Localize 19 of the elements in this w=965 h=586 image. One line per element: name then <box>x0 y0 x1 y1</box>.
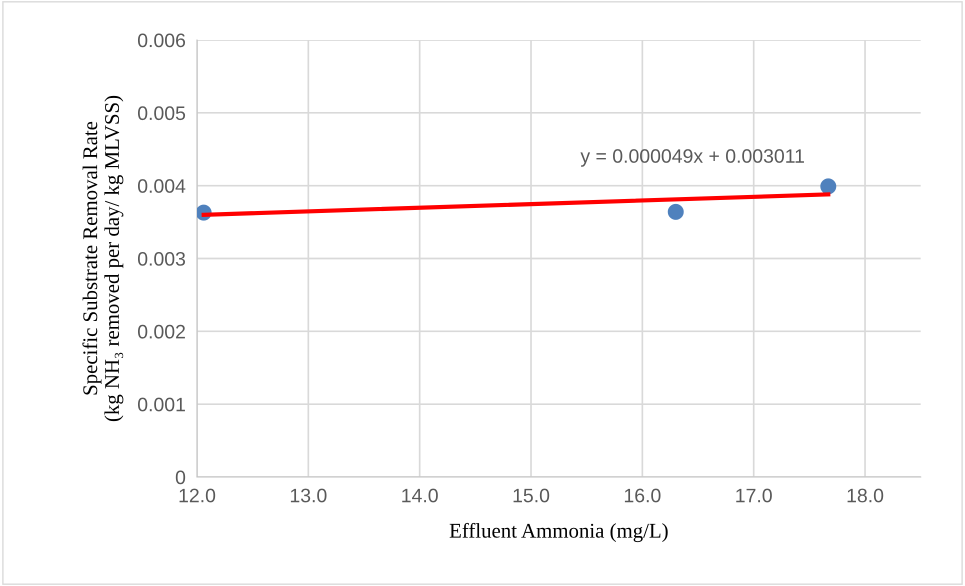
y-tick-label: 0 <box>176 470 186 484</box>
x-tick-label: 18.0 <box>848 488 884 502</box>
x-tick-label: 16.0 <box>624 488 661 502</box>
y-tick-label: 0.006 <box>138 33 186 48</box>
y-tick-label: 0.002 <box>138 324 185 339</box>
point <box>668 204 684 220</box>
x-tick-label: 13.0 <box>290 488 326 502</box>
y-tick-label: 0.003 <box>138 252 186 266</box>
y-axis-title: Specific Substrate Removal Rate (kg NH₃ removed per day/ kg MLVSS) <box>82 96 124 422</box>
x-tick-label: 12.0 <box>180 488 216 502</box>
x-tick-label: 17.0 <box>736 488 772 502</box>
x-tick-label: 15.0 <box>514 488 550 502</box>
x-axis-title: Effluent Ammonia (mg/L) <box>450 522 668 542</box>
annotation: y = 0.000049x + 0.003011 <box>580 149 804 167</box>
y-tick-label: 0.004 <box>138 179 186 193</box>
x-tick-label: 14.0 <box>402 488 438 502</box>
y-tick-label: 0.005 <box>138 106 186 120</box>
point <box>820 178 836 194</box>
y-tick-label: 0.001 <box>138 398 185 412</box>
